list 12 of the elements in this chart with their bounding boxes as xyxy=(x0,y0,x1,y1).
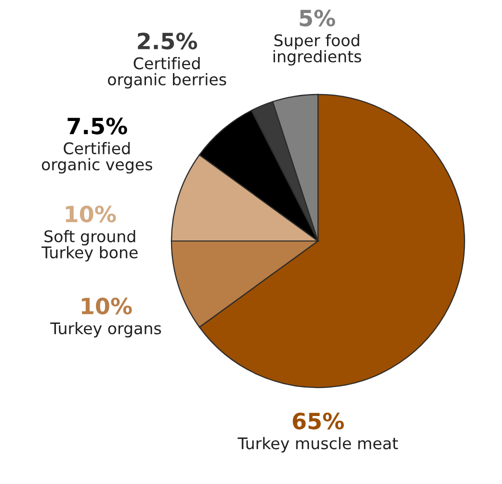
slice-label: Turkey organs xyxy=(50,322,161,338)
data-label: 10% xyxy=(82,298,132,314)
slice-label: Super food ingredients xyxy=(274,34,362,66)
data-label: 5% xyxy=(300,10,336,26)
data-label: 2.5% xyxy=(138,32,198,50)
data-label: 7.5% xyxy=(68,118,128,134)
slice-label: Turkey muscle meat xyxy=(238,437,398,452)
data-label: 65% xyxy=(292,412,344,430)
data-label: 10% xyxy=(66,206,116,222)
slice-label: Certified organic berries xyxy=(108,57,226,89)
slice-label: Certified organic veges xyxy=(42,142,152,174)
slice-label: Soft ground Turkey bone xyxy=(41,230,138,262)
